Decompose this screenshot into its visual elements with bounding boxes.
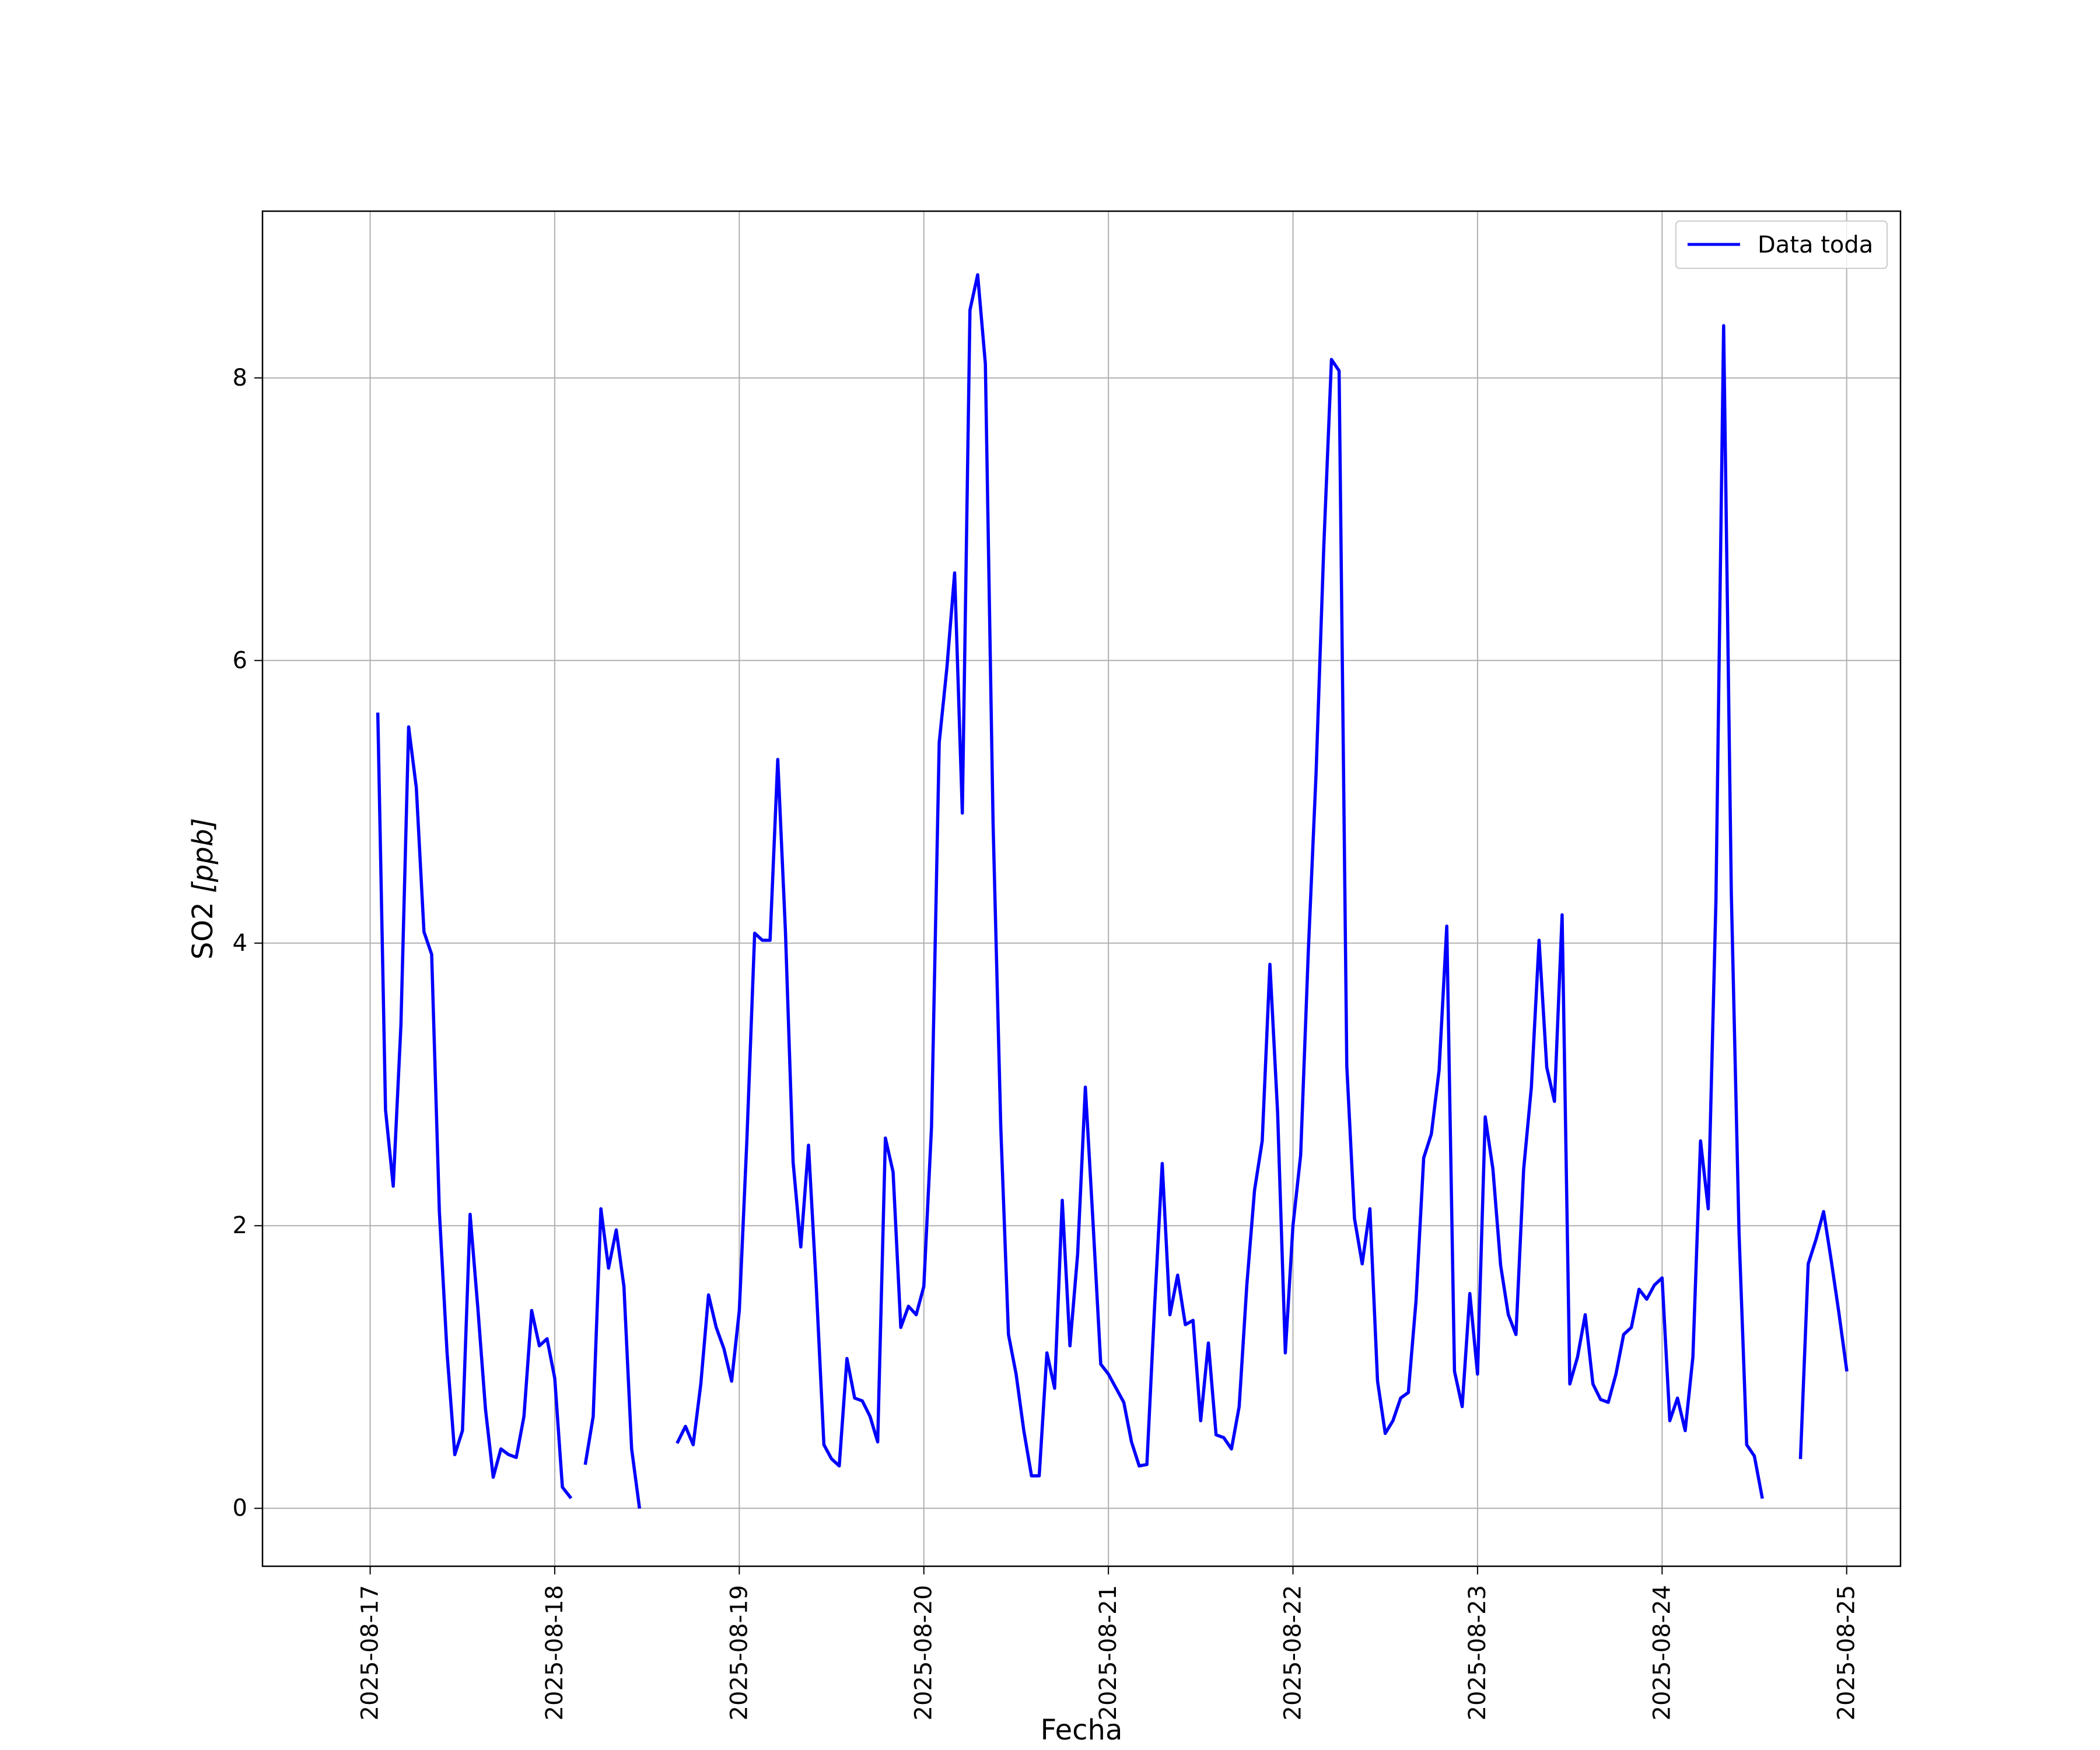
series-line-segment xyxy=(1798,1210,1849,1460)
y-axis-title-text: SO2 xyxy=(187,893,219,960)
x-tick-label: 2025-08-18 xyxy=(541,1585,568,1720)
x-tick-label: 2025-08-24 xyxy=(1648,1585,1675,1720)
series-layer xyxy=(376,273,1849,1509)
x-axis-title: Fecha xyxy=(1041,1714,1123,1746)
series-line-segment xyxy=(376,712,573,1500)
series-line-segment xyxy=(676,273,1764,1499)
x-tick-label: 2025-08-19 xyxy=(726,1585,752,1720)
x-tick-label: 2025-08-17 xyxy=(357,1585,384,1720)
legend-label: Data toda xyxy=(1758,232,1873,258)
axis-ticks: 2025-08-17 2025-08-18 2025-08-19 2025-08-20… xyxy=(233,365,1860,1721)
x-tick-label: 2025-08-21 xyxy=(1095,1585,1122,1720)
y-tick-label: 6 xyxy=(233,647,247,674)
plot-frame xyxy=(261,210,1902,1567)
x-tick-label: 2025-08-25 xyxy=(1833,1585,1860,1720)
y-tick-label: 4 xyxy=(233,930,247,957)
y-tick-label: 0 xyxy=(233,1495,247,1522)
y-axis-title: SO2 [ppb] xyxy=(187,818,219,960)
x-tick-label: 2025-08-20 xyxy=(911,1585,937,1720)
grid xyxy=(262,211,1901,1566)
x-tick-label: 2025-08-23 xyxy=(1464,1585,1491,1720)
y-tick-label: 2 xyxy=(233,1212,247,1239)
y-tick-label: 8 xyxy=(233,365,247,391)
y-axis-title-unit: [ppb] xyxy=(187,818,219,893)
legend: Data toda xyxy=(1675,220,1888,269)
legend-box xyxy=(1675,220,1888,269)
series-line-segment xyxy=(583,1207,642,1509)
x-tick-label: 2025-08-22 xyxy=(1280,1585,1307,1720)
